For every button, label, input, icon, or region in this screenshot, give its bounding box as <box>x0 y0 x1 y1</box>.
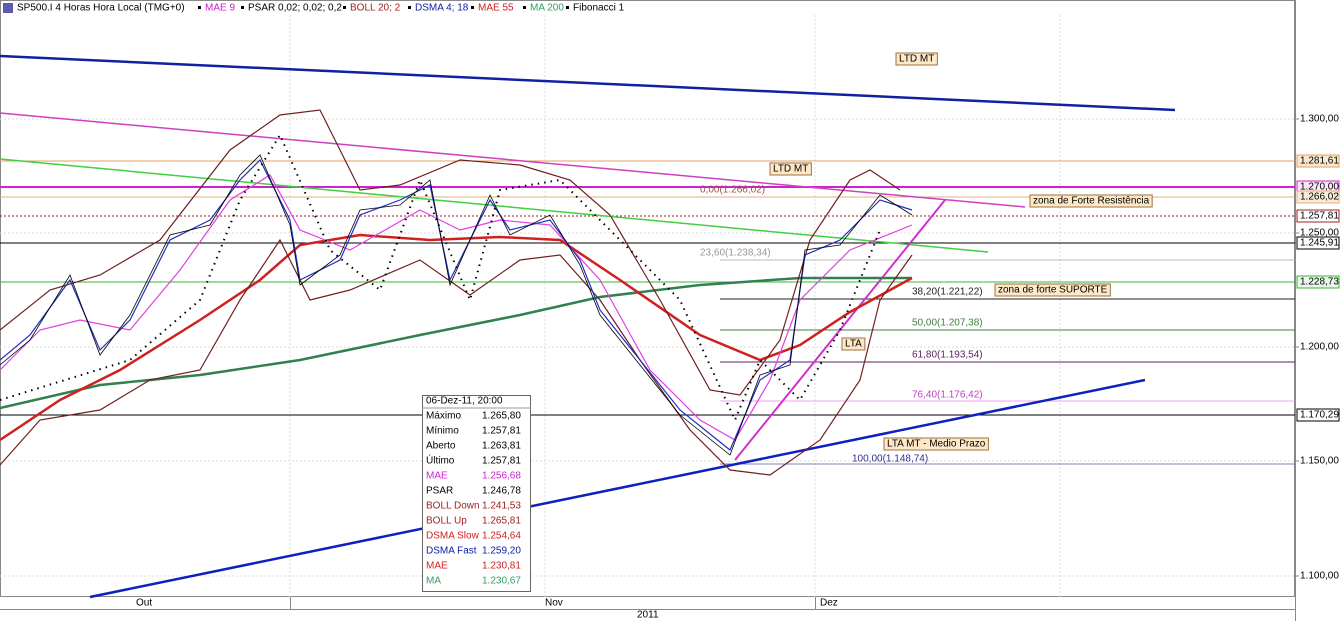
trend-lines <box>0 54 1176 599</box>
grid <box>0 15 1295 597</box>
price-label: 1.281,61 <box>1300 156 1339 167</box>
annotation-box <box>994 283 1111 297</box>
indicator: MAE 55 <box>478 3 514 14</box>
annotation: LTA <box>845 339 862 350</box>
price-label: 1.245,91 <box>1300 238 1339 249</box>
fibonacci-label: 38,20(1.221,22) <box>912 287 983 298</box>
annotation-box <box>841 337 866 351</box>
annotation: zona de Forte Resistência <box>1033 196 1150 207</box>
indicator-marker <box>523 6 526 9</box>
tooltip-value: 1.246,78 <box>482 486 521 497</box>
indicator: BOLL 20; 2 <box>350 3 401 14</box>
price-label-box <box>1296 408 1340 422</box>
tooltip-key: Mínimo <box>426 426 459 437</box>
symbol: SP500.I 4 Horas Hora Local (TMG+0) <box>17 3 185 14</box>
fibonacci-label: 76,40(1.176,42) <box>912 390 983 401</box>
year-label: 2011 <box>637 610 659 621</box>
indicator: DSMA 4; 18 <box>415 3 469 14</box>
y-axis <box>1295 0 1343 621</box>
price-label-box <box>1296 236 1340 250</box>
tooltip-key: MAE <box>426 561 448 572</box>
fibonacci-label: 50,00(1.207,38) <box>912 318 983 329</box>
tooltip-key: Último <box>426 454 455 467</box>
annotation-box <box>883 437 989 451</box>
tooltip-value: 1.259,20 <box>482 546 521 557</box>
tooltip-value: 1.241,53 <box>482 501 521 512</box>
y-tick-label: 1.100,00 <box>1300 571 1339 582</box>
tooltip-value: 1.265,80 <box>482 411 521 422</box>
tooltip-key: BOLL Up <box>426 516 467 527</box>
indicator-marker <box>198 6 201 9</box>
tooltip <box>422 395 531 592</box>
indicator: Fibonacci 1 <box>573 3 625 14</box>
labels: SP500.I 4 Horas Hora Local (TMG+0) MAE 9 P… <box>17 3 1340 621</box>
fibonacci-label: 23,60(1.238,34) <box>700 248 771 259</box>
price-label: 1.270,00 <box>1300 182 1339 193</box>
annotation: LTA MT - Medio Prazo <box>887 439 986 450</box>
annotation: LTD MT <box>899 54 934 65</box>
month-label: Dez <box>820 598 838 609</box>
month-label: Out <box>136 598 152 609</box>
indicator-marker <box>566 6 569 9</box>
tooltip-date: 06-Dez-11, 20:00 <box>426 396 503 407</box>
tooltip-value: 1.256,68 <box>482 471 521 482</box>
indicator: PSAR 0,02; 0,02; 0,2 <box>248 3 342 14</box>
price-levels <box>0 160 1295 416</box>
tooltip-value: 1.257,81 <box>482 426 521 437</box>
tooltip-key: Aberto <box>426 441 456 452</box>
indicators <box>0 109 913 476</box>
fibonacci-label: 61,80(1.193,54) <box>912 350 983 361</box>
price-label-box <box>1296 209 1340 223</box>
symbol-icon <box>3 3 13 13</box>
y-tick-label: 1.250,00 <box>1300 228 1339 239</box>
indicator-marker <box>471 6 474 9</box>
y-tick-label: 1.300,00 <box>1300 114 1339 125</box>
tooltip-value: 1.230,81 <box>482 561 521 572</box>
price-label: 1.228,73 <box>1300 277 1339 288</box>
price-label-box <box>1296 154 1340 168</box>
tooltip-value: 1.257,81 <box>482 456 521 467</box>
tooltip-key: DSMA Slow <box>426 531 480 542</box>
annotation-box <box>1029 194 1153 208</box>
tooltip-value: 1.265,81 <box>482 516 521 527</box>
price-label: 1.257,81 <box>1300 211 1339 222</box>
y-tick-label: 1.200,00 <box>1300 342 1339 353</box>
annotation: zona de forte SUPORTE <box>998 285 1108 296</box>
tooltip-key: MA <box>426 576 441 587</box>
price-label-box <box>1296 275 1340 289</box>
indicator: MAE 9 <box>205 3 235 14</box>
price-label-box <box>1296 190 1340 204</box>
price-label: 1.170,29 <box>1300 410 1339 421</box>
tooltip-key: BOLL Down <box>426 501 480 512</box>
month-label: Nov <box>545 598 563 609</box>
indicator-marker <box>408 6 411 9</box>
tooltip-key: DSMA Fast <box>426 546 477 557</box>
fibonacci-label: 0,00(1.266,02) <box>700 185 765 196</box>
indicator-marker <box>343 6 346 9</box>
price-label: 1.266,02 <box>1300 192 1339 203</box>
tooltip-value: 1.254,64 <box>482 531 521 542</box>
tooltip-key: PSAR <box>426 486 453 497</box>
tooltip-key: MAE <box>426 471 448 482</box>
annotation-box <box>769 162 812 176</box>
y-tick-label: 1.150,00 <box>1300 456 1339 467</box>
fibonacci-lines <box>720 259 1295 465</box>
tooltip-value: 1.263,81 <box>482 441 521 452</box>
indicator: MA 200 <box>530 3 564 14</box>
tooltip-key: Máximo <box>426 411 461 422</box>
annotation: LTD MT <box>773 164 808 175</box>
fibonacci-label: 100,00(1.148,74) <box>852 454 928 465</box>
annotation-box <box>895 52 938 66</box>
indicator-marker <box>241 6 244 9</box>
tooltip-value: 1.230,67 <box>482 576 521 587</box>
